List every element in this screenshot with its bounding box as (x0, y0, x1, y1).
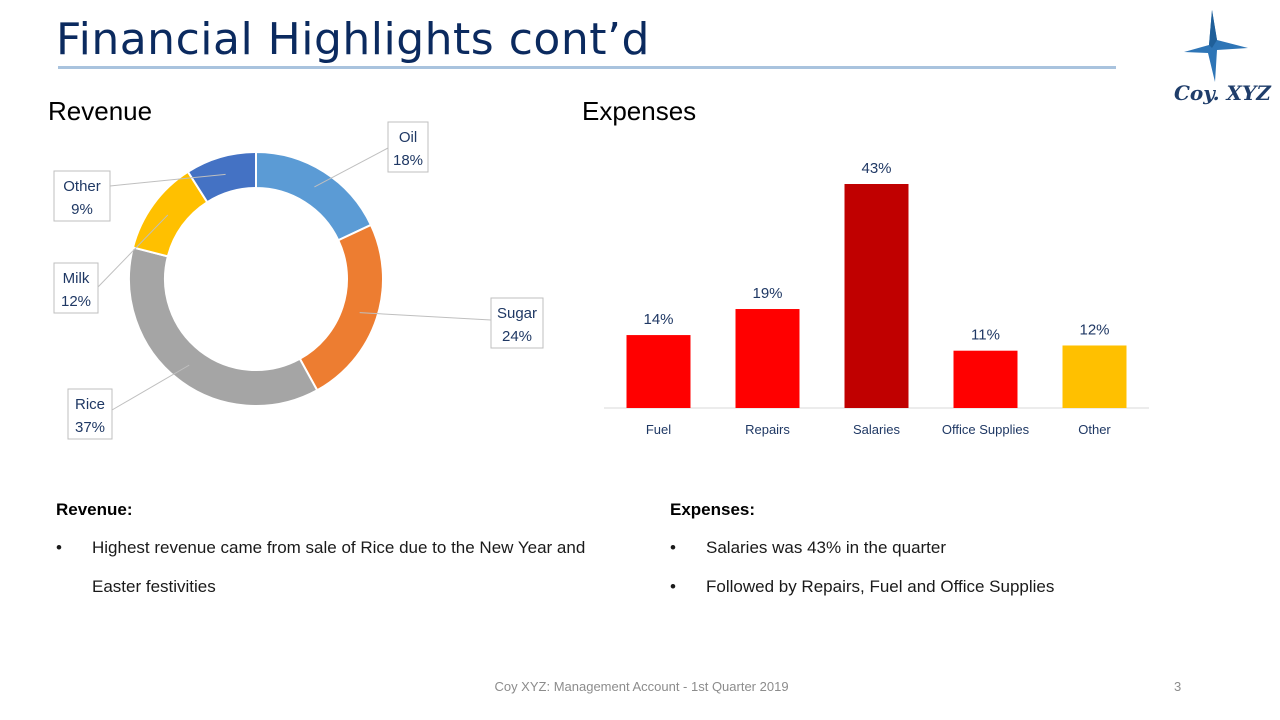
x-tick-label: Other (1078, 422, 1111, 437)
x-tick-label: Salaries (853, 422, 900, 437)
revenue-note-text: Highest revenue came from sale of Rice d… (92, 538, 586, 596)
expenses-note-bullet-1: • Salaries was 43% in the quarter (670, 528, 1230, 567)
leader-line-rice (111, 364, 190, 411)
leader-line-milk (97, 214, 169, 288)
expenses-section-title: Expenses (582, 96, 697, 126)
footer-text: Coy XYZ: Management Account - 1st Quarte… (494, 679, 789, 694)
data-label-box (67, 388, 113, 440)
expenses-note-text-1: Salaries was 43% in the quarter (706, 538, 947, 557)
x-tick-label: Repairs (745, 422, 790, 437)
star-logo-icon (1184, 10, 1248, 82)
slice-value-label: 12% (61, 293, 91, 310)
leader-line-oil (314, 147, 389, 188)
doughnut-slice-other (186, 150, 257, 204)
charts-canvas: Oil 18% Sugar 24% Rice 37% Milk 12% Other 9% 14% Fu… (53, 121, 1149, 440)
logo-text: Coy. XYZ (1174, 81, 1271, 105)
slice-value-label: 37% (75, 419, 105, 436)
expenses-notes-heading: Expenses: (670, 500, 756, 519)
x-tick-label: Office Supplies (942, 422, 1030, 437)
bar-value-label: 14% (643, 311, 673, 328)
data-label-box (53, 262, 99, 314)
slice-value-label: 9% (71, 201, 93, 218)
leader-line-sugar (359, 312, 492, 321)
page-number: 3 (1174, 679, 1182, 694)
bar-repairs (735, 309, 800, 408)
doughnut-slice-rice (128, 246, 319, 407)
expenses-note-bullet-2: • Followed by Repairs, Fuel and Office S… (670, 567, 1230, 606)
doughnut-slice-oil (255, 150, 373, 242)
slice-value-label: 18% (393, 152, 423, 169)
bar-value-label: 19% (752, 285, 782, 302)
slice-category-label: Rice (75, 396, 105, 413)
slice-category-label: Oil (399, 129, 417, 146)
title-underline (58, 66, 1116, 69)
revenue-note-bullet: • Highest revenue came from sale of Rice… (56, 528, 596, 606)
bar-salaries (844, 184, 909, 408)
data-label-box (490, 297, 544, 349)
slice-category-label: Sugar (497, 305, 537, 322)
leader-line-other (109, 173, 226, 187)
revenue-section-title: Revenue (48, 96, 153, 126)
bar-other (1062, 345, 1127, 408)
bar-office-supplies (953, 350, 1018, 408)
doughnut-slice-sugar (298, 223, 384, 392)
revenue-notes-heading: Revenue: (56, 500, 133, 519)
data-label-box (387, 121, 429, 173)
bullet-mark: • (56, 538, 62, 557)
data-label-box (53, 170, 111, 222)
bar-value-label: 12% (1079, 321, 1109, 338)
bar-fuel (626, 335, 691, 408)
bullet-mark: • (670, 577, 676, 596)
x-tick-label: Fuel (646, 422, 671, 437)
slice-category-label: Milk (63, 270, 90, 287)
slide-title: Financial Highlights cont’d (56, 14, 650, 65)
bar-value-label: 43% (861, 160, 891, 177)
bullet-mark: • (670, 538, 676, 557)
bar-value-label: 11% (971, 327, 1000, 344)
slice-value-label: 24% (502, 328, 532, 345)
slice-category-label: Other (63, 178, 101, 195)
expenses-note-text-2: Followed by Repairs, Fuel and Office Sup… (706, 577, 1055, 596)
